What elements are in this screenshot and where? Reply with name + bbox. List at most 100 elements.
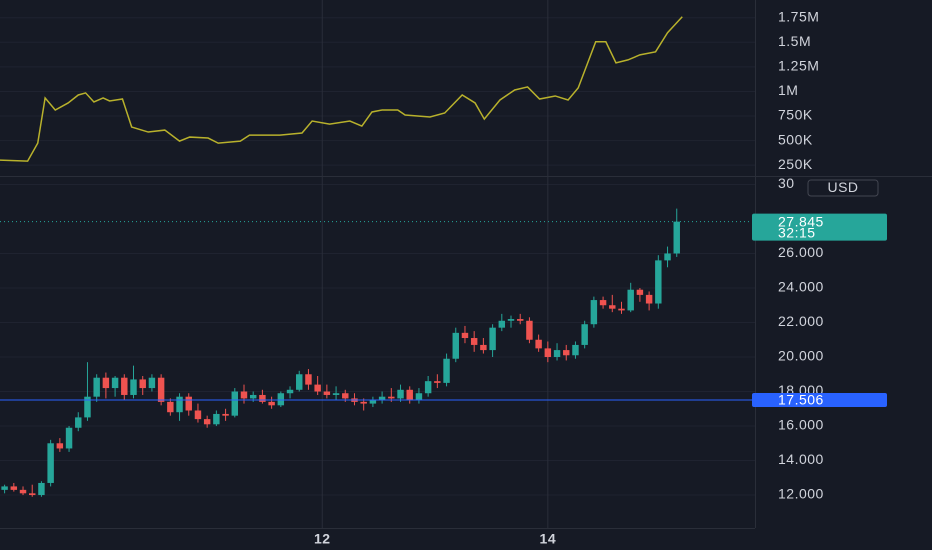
currency-box[interactable] [807,179,879,197]
candle-body [185,396,192,411]
candle-body [222,413,229,416]
candle-body [599,300,607,306]
candle-body [111,377,119,389]
candle-body [19,489,27,494]
candle-body [655,260,662,304]
level-tag [752,393,887,408]
candle-body [157,377,165,402]
candle-body [673,221,680,254]
labels: 250K 500K 750K 1M 1.25M 1.5M 1.75M 12.000 14.000… [314,8,887,547]
candle-body [609,305,616,309]
candle-body [305,374,312,385]
y-tick-label: 1.75M [778,8,819,24]
candle-body [314,384,321,392]
candle-body [139,379,146,389]
candle-body [461,332,469,339]
candle-body [369,400,377,404]
candle-body [121,377,128,395]
candle-body [535,339,542,349]
y-tick-label: 1.5M [778,33,811,49]
y-tick-label: 22.000 [778,313,824,329]
candle-body [388,396,395,399]
candle-body [296,374,303,390]
candle-body [93,377,100,397]
candle-body [590,300,598,325]
y-tick-label: 750K [778,107,813,123]
candle-body [415,393,423,401]
candle-body [213,413,220,425]
last-price-tag [752,213,887,241]
x-tick-label: 14 [540,531,557,547]
candle-body [259,394,266,402]
last-price-label: 27.845 [778,213,824,229]
candle-body [268,401,275,406]
level-label: 17.506 [778,392,824,408]
candle-body [424,381,432,394]
candle-body [480,344,487,351]
candle-body [65,427,73,449]
y-tick-label: 250K [778,156,813,172]
candle-body [452,332,459,359]
candle-body [618,308,625,311]
candle-body [286,389,294,394]
candle-body [498,320,506,328]
candle-body [406,389,413,401]
candle-body [563,350,570,356]
y-tick-label: 20.000 [778,348,824,364]
candle-body [176,396,183,413]
y-tick-label: 26.000 [778,244,824,260]
candle-body [342,393,349,399]
candle-body [10,486,18,490]
candle-body [231,391,239,416]
candle-body [332,393,340,395]
candle-body [194,410,202,420]
candle-body [1,486,8,490]
y-tick-label: 16.000 [778,417,824,433]
candle-body [553,350,561,358]
candle-body [130,379,137,395]
candle-body [249,394,257,399]
candle-body [397,389,404,399]
y-tick-label: 12.000 [778,486,824,502]
x-tick-label: 12 [314,531,331,547]
candle-body [526,320,533,340]
indicator-line [0,16,683,162]
candle-body [38,482,45,496]
candle-body [360,401,367,404]
candle-body [29,493,36,496]
candle-body [75,417,82,428]
candle-body [636,289,644,295]
y-tick-label: 1M [778,82,798,98]
candle-body [148,377,156,389]
candle-body [507,319,515,321]
candle-body [378,396,386,401]
candle-body [56,443,64,449]
y-tick-label: 30 [778,175,795,191]
candle-body [572,344,579,356]
candle-body [489,327,496,351]
y-tick-label: 14.000 [778,451,824,467]
candle-body [544,348,552,358]
candle-body [581,324,588,345]
candle-body [516,319,524,321]
candle-body [203,419,211,425]
candle-body [240,391,248,399]
candle-body [84,396,91,418]
y-tick-label: 24.000 [778,279,824,295]
candle-body [277,393,285,406]
candle-body [323,391,331,395]
y-tick-label: 500K [778,131,813,147]
candle-body [470,338,478,345]
grid [0,0,755,528]
candle-body [443,358,450,383]
candle-body [664,253,671,261]
currency[interactable]: USD [827,179,858,195]
candle-body [47,443,54,483]
countdown: 32:15 [778,224,816,240]
candle-body [627,289,634,311]
marks [0,16,755,497]
y-tick-label: 1.25M [778,58,819,74]
candle-body [645,294,653,304]
